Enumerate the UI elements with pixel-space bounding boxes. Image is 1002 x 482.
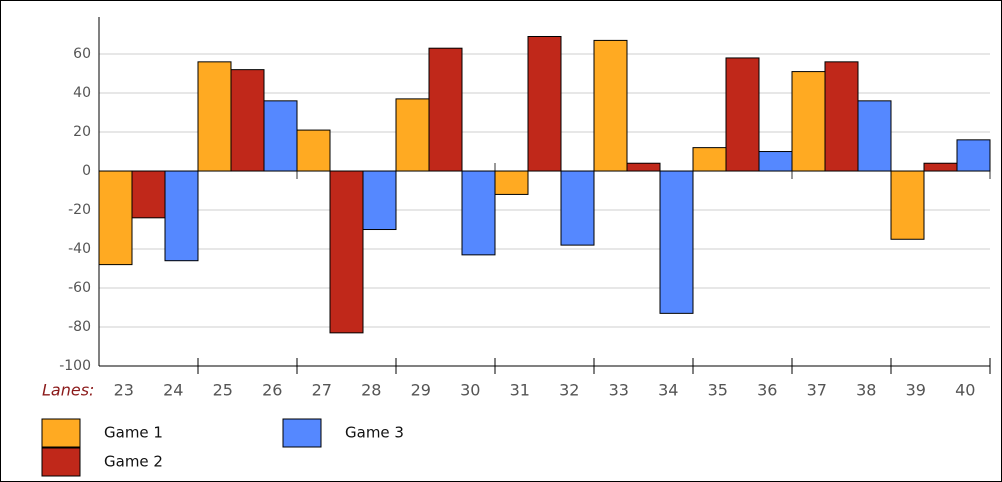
bar: [890, 170, 925, 240]
bar: [692, 147, 727, 172]
x-tick-label: 25: [213, 381, 233, 400]
bar: [164, 170, 199, 262]
bar: [494, 170, 529, 195]
bar: [593, 39, 628, 172]
bar: [758, 151, 793, 172]
bar: [527, 35, 562, 172]
bar: [725, 57, 760, 172]
y-tick-label: -20: [68, 202, 91, 218]
y-tick-label: 0: [82, 163, 91, 179]
bar: [659, 170, 694, 314]
x-tick-label: 33: [609, 381, 629, 400]
legend-label: Game 1: [104, 424, 163, 442]
x-tick-label: 31: [510, 381, 530, 400]
y-tick-label: -40: [68, 241, 91, 257]
x-axis-label: Lanes:: [42, 381, 94, 400]
bar: [461, 170, 496, 256]
bar: [197, 61, 232, 172]
bar: [626, 162, 661, 172]
x-tick-label: 32: [559, 381, 579, 400]
bar: [230, 69, 265, 172]
y-tick-label: 20: [73, 124, 91, 140]
legend-swatch: [282, 418, 322, 448]
x-tick-label: 27: [312, 381, 332, 400]
y-tick-label: -60: [68, 280, 91, 296]
y-tick-label: 40: [73, 85, 91, 101]
x-tick-label: 28: [361, 381, 381, 400]
x-tick-label: 23: [114, 381, 134, 400]
bar: [791, 71, 826, 172]
bar: [956, 139, 991, 172]
x-tick-label: 34: [658, 381, 678, 400]
legend-label: Game 2: [104, 453, 163, 471]
bar: [329, 170, 364, 334]
bar: [824, 61, 859, 172]
legend-label: Game 3: [345, 424, 404, 442]
x-tick-label: 40: [955, 381, 975, 400]
x-tick-label: 30: [460, 381, 480, 400]
bar: [395, 98, 430, 172]
bar: [428, 47, 463, 172]
y-tick-label: -80: [68, 319, 91, 335]
x-tick-label: 29: [411, 381, 431, 400]
x-tick-label: 36: [757, 381, 777, 400]
bar: [923, 162, 958, 172]
x-tick-label: 37: [807, 381, 827, 400]
y-tick-label: -100: [59, 358, 91, 374]
x-tick-label: 26: [262, 381, 282, 400]
bar: [560, 170, 595, 246]
bar: [98, 170, 133, 266]
legend-swatch: [41, 447, 81, 477]
x-tick-label: 39: [906, 381, 926, 400]
bar: [296, 129, 331, 172]
x-tick-label: 24: [163, 381, 183, 400]
bar: [263, 100, 298, 172]
x-tick-label: 35: [708, 381, 728, 400]
bar: [857, 100, 892, 172]
legend-swatch: [41, 418, 81, 448]
bar: [131, 170, 166, 219]
bar: [362, 170, 397, 231]
y-tick-label: 60: [73, 46, 91, 62]
x-tick-label: 38: [856, 381, 876, 400]
